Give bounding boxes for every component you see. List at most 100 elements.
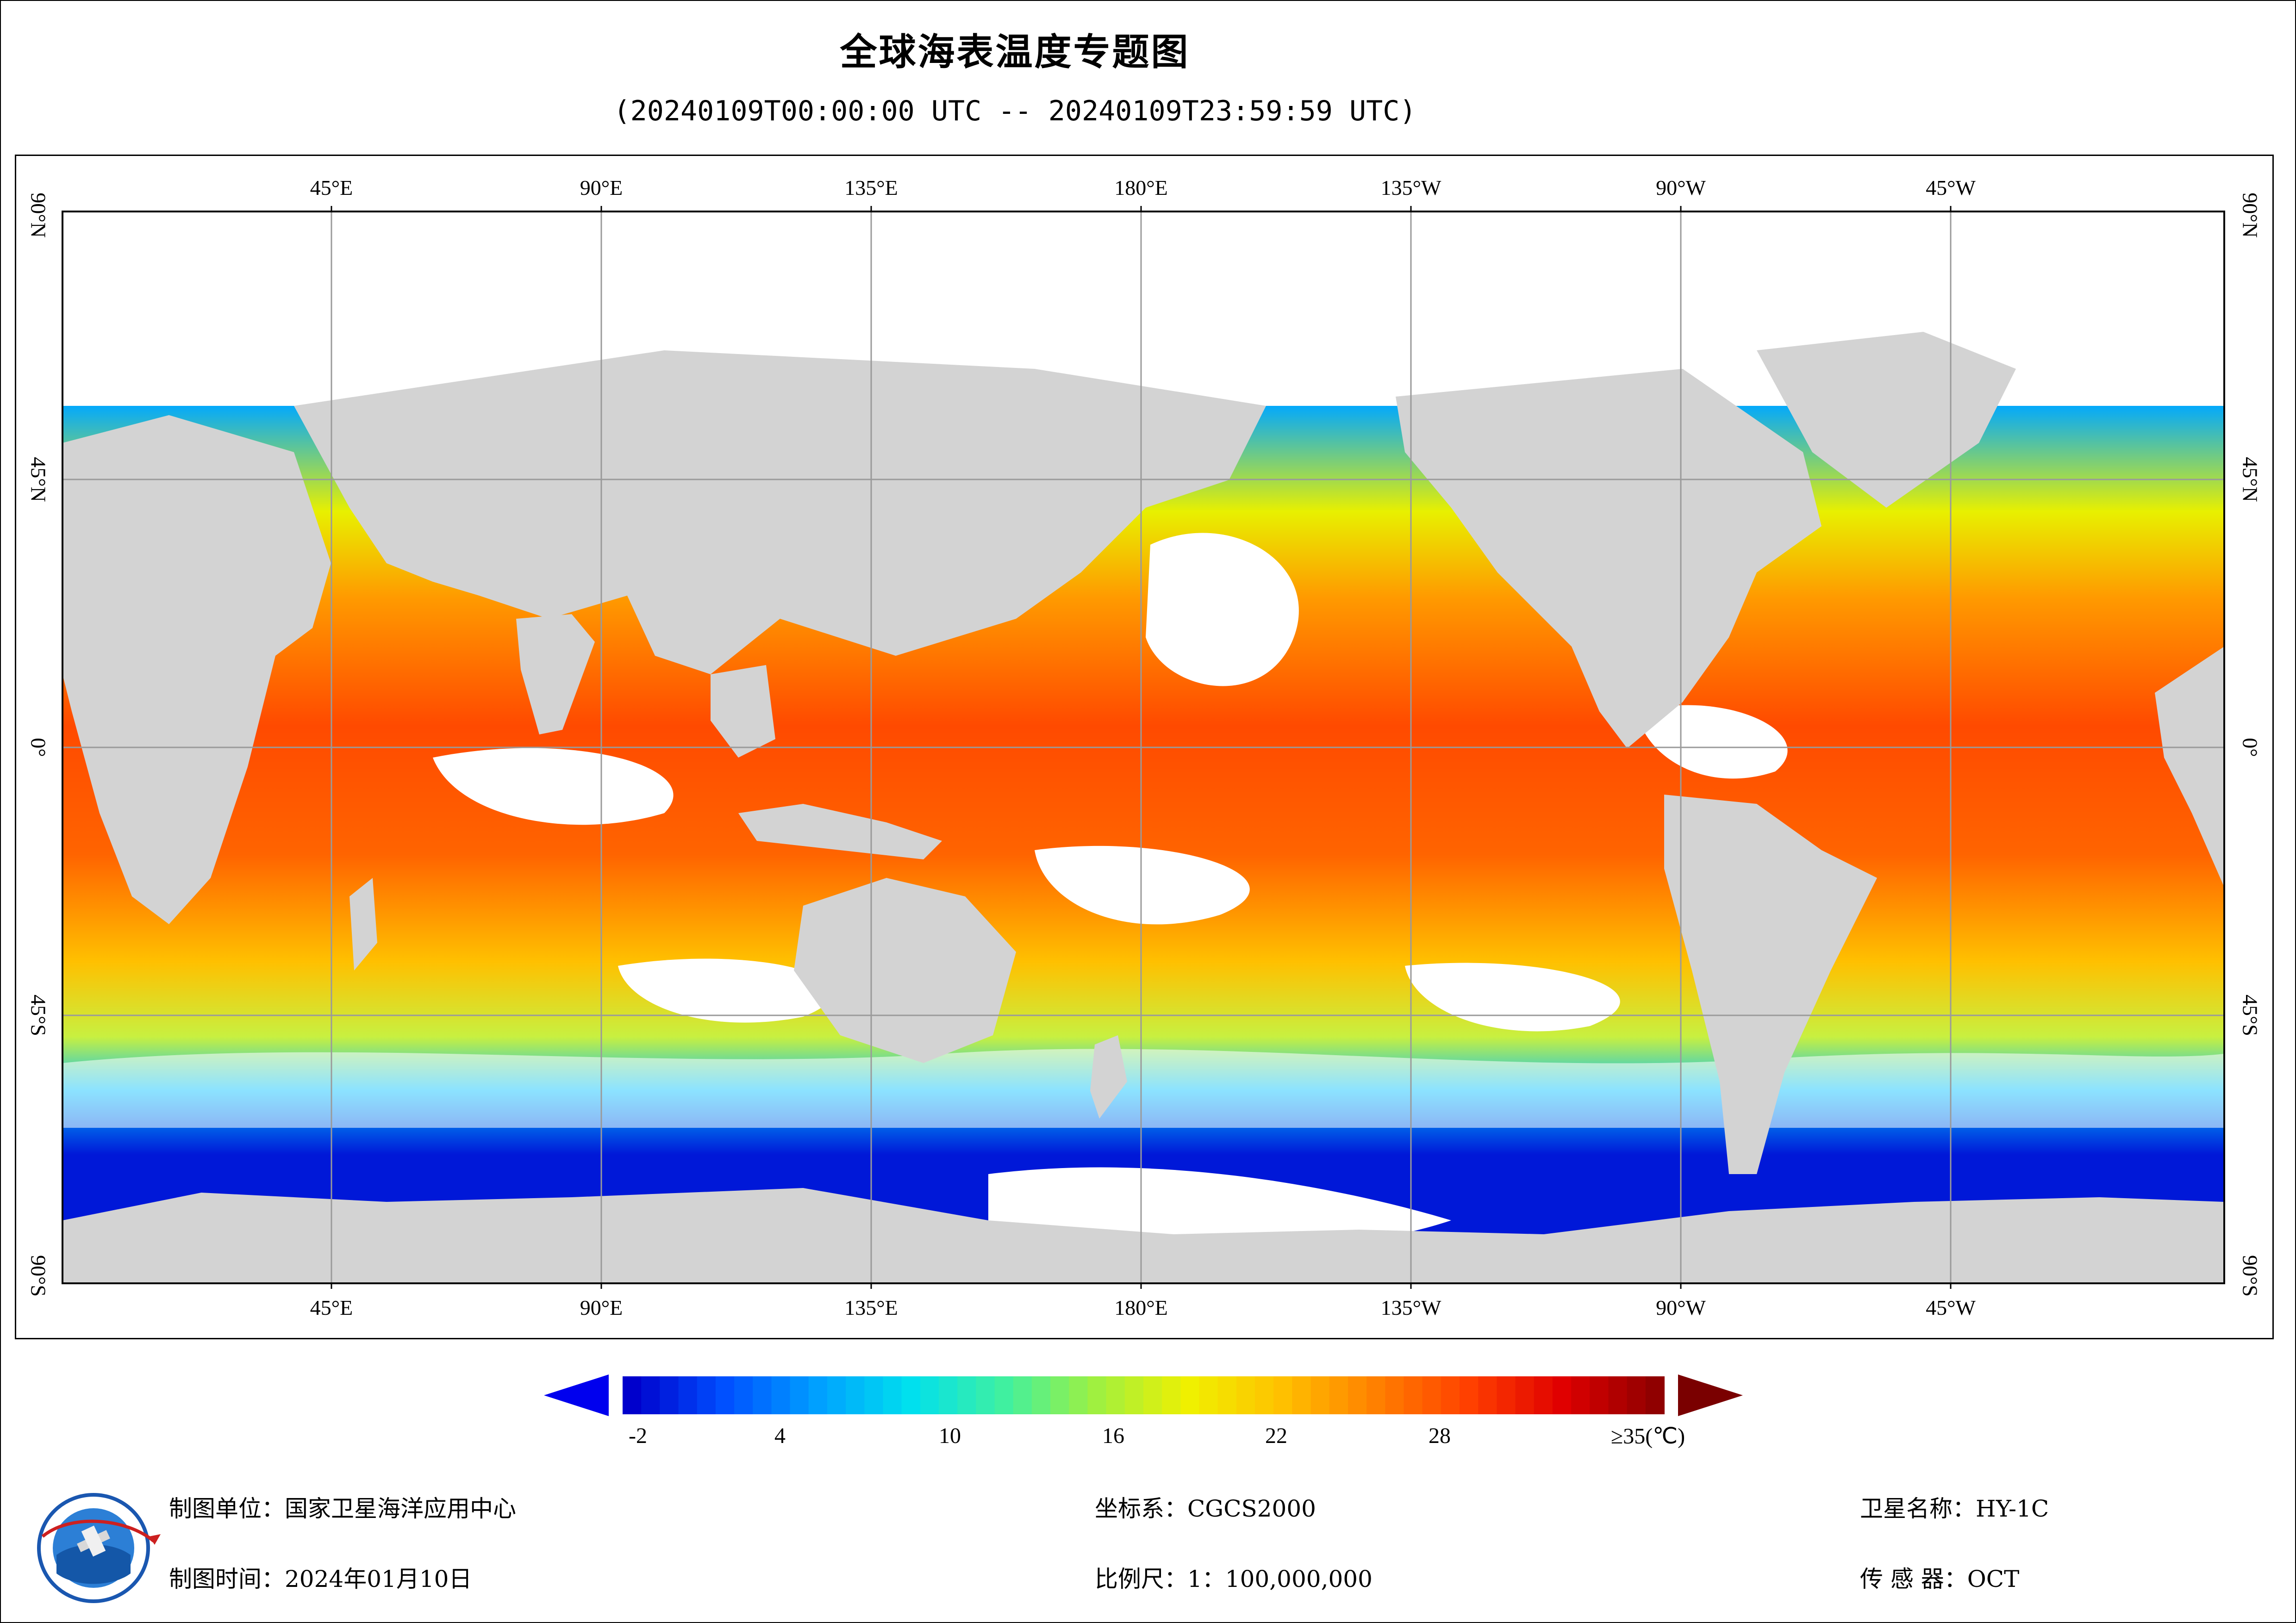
colorbar-cell — [1217, 1376, 1237, 1414]
lon-label-bottom-180e: 180°E — [1114, 1296, 1168, 1319]
lon-label-top-45w: 45°W — [1926, 176, 1976, 199]
colorbar-cell — [1645, 1376, 1665, 1414]
lon-label-top-90w: 90°W — [1656, 176, 1706, 199]
lat-label-left-90n: 90°N — [26, 193, 50, 238]
lat-label-right-45n: 45°N — [2238, 457, 2262, 502]
lon-label-top-135e: 135°E — [844, 176, 898, 199]
lon-label-bottom-135e: 135°E — [844, 1296, 898, 1319]
colorbar-cell — [1031, 1376, 1051, 1414]
colorbar-cell — [939, 1376, 958, 1414]
lon-label-top-45e: 45°E — [310, 176, 353, 199]
colorbar-cell — [1627, 1376, 1646, 1414]
colorbar-cell — [883, 1376, 902, 1414]
colorbar-cell — [1329, 1376, 1348, 1414]
lon-label-bottom-90w: 90°W — [1656, 1296, 1706, 1319]
map-subtitle: (20240109T00:00:00 UTC -- 20240109T23:59… — [613, 95, 1416, 127]
colorbar-cell — [1571, 1376, 1591, 1414]
colorbar-cell — [846, 1376, 865, 1414]
colorbar-graphic — [544, 1374, 1743, 1416]
colorbar-cell — [1255, 1376, 1274, 1414]
colorbar-cell — [994, 1376, 1014, 1414]
map-title: 全球海表温度专题图 — [840, 31, 1190, 74]
colorbar-cell — [920, 1376, 940, 1414]
colorbar-cell — [697, 1376, 716, 1414]
colorbar-cell — [1385, 1376, 1404, 1414]
colorbar-cell — [790, 1376, 809, 1414]
colorbar-cell — [1273, 1376, 1293, 1414]
lon-label-bottom-135w: 135°W — [1380, 1296, 1441, 1319]
sst-colorbar — [544, 1374, 1747, 1418]
sst-map[interactable] — [16, 156, 2272, 1338]
lat-label-left-45s: 45°S — [26, 995, 50, 1036]
colorbar-cell — [1236, 1376, 1256, 1414]
colorbar-cell — [641, 1376, 661, 1414]
colorbar-cell — [808, 1376, 828, 1414]
colorbar-label-35: ≥35(℃) — [1610, 1424, 1685, 1449]
lon-label-bottom-45w: 45°W — [1926, 1296, 1976, 1319]
colorbar-cell — [1608, 1376, 1628, 1414]
lat-label-left-90s: 90°S — [26, 1255, 50, 1297]
colorbar-cell — [1590, 1376, 1609, 1414]
colorbar-label-22: 22 — [1265, 1424, 1287, 1448]
colorbar-label-4: 4 — [774, 1424, 786, 1448]
colorbar-min-arrow — [544, 1374, 609, 1416]
lon-label-top-180e: 180°E — [1114, 176, 1168, 199]
colorbar-cell — [1552, 1376, 1572, 1414]
colorbar-cell — [1143, 1376, 1163, 1414]
colorbar-cell — [1422, 1376, 1441, 1414]
lon-label-bottom-45e: 45°E — [310, 1296, 353, 1319]
colorbar-cell — [1292, 1376, 1311, 1414]
lat-label-left-0: 0° — [26, 738, 50, 757]
map-frame: 45°E 90°E 135°E 180°E 135°W 90°W 45°W 45… — [15, 155, 2274, 1339]
footer-sensor: 传 感 器：OCT — [1860, 1566, 2020, 1592]
colorbar-cell — [864, 1376, 884, 1414]
colorbar-cell — [1534, 1376, 1553, 1414]
footer-map-time: 制图时间：2024年01月10日 — [169, 1566, 472, 1592]
colorbar-cell — [1199, 1376, 1218, 1414]
lat-label-right-90s: 90°S — [2238, 1255, 2262, 1297]
colorbar-cell — [1515, 1376, 1535, 1414]
nsoas-logo-icon — [33, 1490, 168, 1606]
footer-map-unit: 制图单位：国家卫星海洋应用中心 — [169, 1495, 516, 1522]
colorbar-cell — [1087, 1376, 1107, 1414]
colorbar-cell — [1366, 1376, 1386, 1414]
lon-label-bottom-90e: 90°E — [580, 1296, 623, 1319]
colorbar-label-10: 10 — [939, 1424, 961, 1448]
colorbar-cell — [1404, 1376, 1423, 1414]
lon-label-top-90e: 90°E — [580, 176, 623, 199]
colorbar-cell — [1348, 1376, 1367, 1414]
footer-crs: 坐标系：CGCS2000 — [1095, 1495, 1316, 1522]
colorbar-cell — [1180, 1376, 1200, 1414]
footer-satellite: 卫星名称：HY-1C — [1860, 1495, 2049, 1522]
colorbar-label-28: 28 — [1429, 1424, 1451, 1448]
colorbar-cell — [1106, 1376, 1125, 1414]
graticule — [62, 211, 2224, 1283]
lat-label-right-90n: 90°N — [2238, 193, 2262, 238]
lat-label-right-45s: 45°S — [2238, 995, 2262, 1036]
colorbar-cell — [771, 1376, 791, 1414]
colorbar-cell — [1497, 1376, 1516, 1414]
footer-scale: 比例尺：1：100,000,000 — [1095, 1566, 1373, 1592]
map-tick-marks — [331, 206, 1952, 1289]
no-data-cloud-mask — [62, 211, 2224, 1252]
colorbar-cell — [660, 1376, 679, 1414]
colorbar-cell — [753, 1376, 772, 1414]
colorbar-cell — [1069, 1376, 1088, 1414]
lon-label-top-135w: 135°W — [1380, 176, 1441, 199]
colorbar-cell — [957, 1376, 977, 1414]
colorbar-cell — [901, 1376, 921, 1414]
colorbar-cell — [827, 1376, 847, 1414]
colorbar-label-16: 16 — [1102, 1424, 1124, 1448]
colorbar-cell — [734, 1376, 754, 1414]
colorbar-label-minus2: -2 — [629, 1424, 647, 1448]
colorbar-cells — [623, 1376, 1665, 1414]
colorbar-cell — [678, 1376, 698, 1414]
colorbar-cell — [1162, 1376, 1181, 1414]
colorbar-cell — [1478, 1376, 1497, 1414]
colorbar-max-arrow — [1678, 1374, 1743, 1416]
land-masses — [62, 332, 2224, 1283]
map-inner-border — [62, 211, 2225, 1284]
lat-label-left-45n: 45°N — [26, 457, 50, 502]
colorbar-cell — [1124, 1376, 1144, 1414]
colorbar-cell — [715, 1376, 735, 1414]
